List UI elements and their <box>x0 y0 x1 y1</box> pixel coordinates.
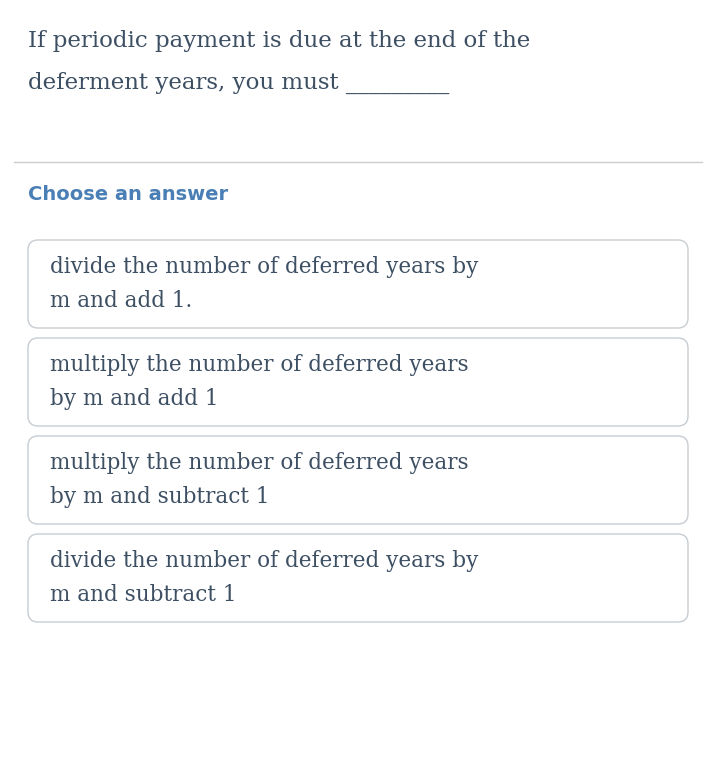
Text: deferment years, you must _________: deferment years, you must _________ <box>28 72 450 94</box>
FancyBboxPatch shape <box>28 338 688 426</box>
Text: by m and add 1: by m and add 1 <box>50 388 218 410</box>
Text: m and subtract 1: m and subtract 1 <box>50 584 236 606</box>
Text: multiply the number of deferred years: multiply the number of deferred years <box>50 354 469 376</box>
Text: divide the number of deferred years by: divide the number of deferred years by <box>50 550 478 572</box>
FancyBboxPatch shape <box>28 534 688 622</box>
Text: by m and subtract 1: by m and subtract 1 <box>50 486 269 508</box>
Text: multiply the number of deferred years: multiply the number of deferred years <box>50 452 469 474</box>
Text: If periodic payment is due at the end of the: If periodic payment is due at the end of… <box>28 30 531 52</box>
Text: Choose an answer: Choose an answer <box>28 185 228 204</box>
FancyBboxPatch shape <box>28 240 688 328</box>
Text: m and add 1.: m and add 1. <box>50 290 193 312</box>
FancyBboxPatch shape <box>28 436 688 524</box>
Text: divide the number of deferred years by: divide the number of deferred years by <box>50 256 478 278</box>
